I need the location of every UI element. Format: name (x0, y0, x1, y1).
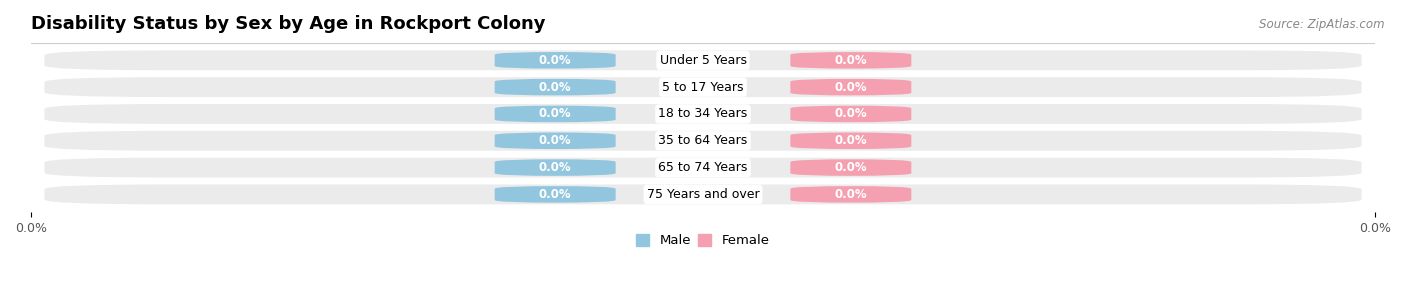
FancyBboxPatch shape (495, 105, 616, 122)
FancyBboxPatch shape (790, 186, 911, 203)
Text: 0.0%: 0.0% (835, 188, 868, 201)
FancyBboxPatch shape (45, 77, 1361, 97)
Text: 0.0%: 0.0% (538, 188, 571, 201)
Text: 75 Years and over: 75 Years and over (647, 188, 759, 201)
FancyBboxPatch shape (495, 186, 616, 203)
FancyBboxPatch shape (790, 52, 911, 69)
FancyBboxPatch shape (45, 185, 1361, 204)
Text: 0.0%: 0.0% (538, 81, 571, 94)
FancyBboxPatch shape (790, 105, 911, 122)
FancyBboxPatch shape (495, 79, 616, 95)
Text: 0.0%: 0.0% (538, 107, 571, 120)
Text: 65 to 74 Years: 65 to 74 Years (658, 161, 748, 174)
Text: 0.0%: 0.0% (835, 107, 868, 120)
Legend: Male, Female: Male, Female (631, 229, 775, 253)
FancyBboxPatch shape (495, 133, 616, 149)
Text: Source: ZipAtlas.com: Source: ZipAtlas.com (1260, 18, 1385, 31)
Text: 35 to 64 Years: 35 to 64 Years (658, 134, 748, 147)
Text: 5 to 17 Years: 5 to 17 Years (662, 81, 744, 94)
Text: 0.0%: 0.0% (835, 161, 868, 174)
FancyBboxPatch shape (790, 79, 911, 95)
FancyBboxPatch shape (45, 50, 1361, 70)
FancyBboxPatch shape (45, 158, 1361, 178)
Text: Under 5 Years: Under 5 Years (659, 54, 747, 67)
Text: 0.0%: 0.0% (538, 54, 571, 67)
Text: 0.0%: 0.0% (538, 134, 571, 147)
FancyBboxPatch shape (495, 52, 616, 69)
Text: 0.0%: 0.0% (835, 134, 868, 147)
FancyBboxPatch shape (45, 104, 1361, 124)
Text: 0.0%: 0.0% (835, 81, 868, 94)
Text: 0.0%: 0.0% (538, 161, 571, 174)
FancyBboxPatch shape (495, 159, 616, 176)
Text: 18 to 34 Years: 18 to 34 Years (658, 107, 748, 120)
FancyBboxPatch shape (790, 159, 911, 176)
FancyBboxPatch shape (45, 131, 1361, 151)
Text: 0.0%: 0.0% (835, 54, 868, 67)
FancyBboxPatch shape (790, 133, 911, 149)
Text: Disability Status by Sex by Age in Rockport Colony: Disability Status by Sex by Age in Rockp… (31, 15, 546, 33)
